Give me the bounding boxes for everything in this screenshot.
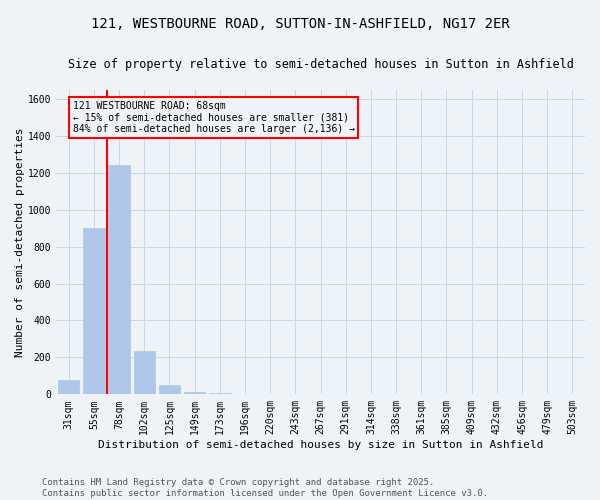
Text: 121 WESTBOURNE ROAD: 68sqm
← 15% of semi-detached houses are smaller (381)
84% o: 121 WESTBOURNE ROAD: 68sqm ← 15% of semi… <box>73 101 355 134</box>
Bar <box>159 385 180 394</box>
Bar <box>134 351 155 395</box>
Text: 121, WESTBOURNE ROAD, SUTTON-IN-ASHFIELD, NG17 2ER: 121, WESTBOURNE ROAD, SUTTON-IN-ASHFIELD… <box>91 18 509 32</box>
Bar <box>184 392 205 394</box>
Bar <box>83 228 104 394</box>
Title: Size of property relative to semi-detached houses in Sutton in Ashfield: Size of property relative to semi-detach… <box>68 58 574 70</box>
Bar <box>58 380 79 394</box>
Y-axis label: Number of semi-detached properties: Number of semi-detached properties <box>15 128 25 357</box>
X-axis label: Distribution of semi-detached houses by size in Sutton in Ashfield: Distribution of semi-detached houses by … <box>98 440 544 450</box>
Bar <box>109 166 130 394</box>
Text: Contains HM Land Registry data © Crown copyright and database right 2025.
Contai: Contains HM Land Registry data © Crown c… <box>42 478 488 498</box>
